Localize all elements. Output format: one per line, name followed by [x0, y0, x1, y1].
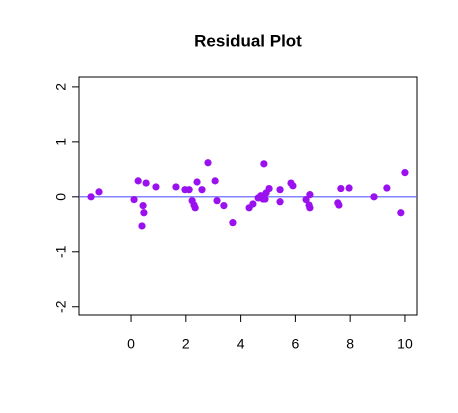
- x-tick-label: 2: [182, 336, 190, 352]
- x-tick-label: 4: [237, 336, 245, 352]
- point: [140, 209, 148, 217]
- point: [198, 186, 206, 194]
- point: [306, 204, 314, 212]
- point: [134, 177, 142, 185]
- point: [401, 169, 409, 177]
- point: [185, 186, 193, 194]
- x-tick-label: 8: [346, 336, 354, 352]
- point: [345, 184, 353, 192]
- point: [265, 184, 273, 193]
- point: [172, 183, 180, 191]
- point: [142, 179, 150, 187]
- point: [191, 204, 199, 212]
- y-tick-label: 1: [53, 138, 69, 146]
- y-tick-label: -2: [53, 300, 69, 313]
- point: [229, 219, 237, 227]
- point: [383, 184, 391, 192]
- point: [306, 191, 314, 199]
- point: [211, 177, 219, 185]
- point: [138, 222, 146, 230]
- point: [289, 182, 297, 190]
- y-tick-label: 2: [53, 83, 69, 91]
- point: [260, 160, 268, 168]
- point: [276, 186, 284, 194]
- point: [220, 202, 228, 210]
- point: [335, 201, 343, 209]
- point: [276, 198, 284, 206]
- point: [337, 184, 345, 193]
- point: [130, 195, 138, 204]
- y-tick-label: -1: [53, 245, 69, 258]
- point: [204, 159, 212, 167]
- point: [261, 195, 269, 203]
- point: [95, 188, 103, 196]
- point: [302, 195, 310, 204]
- point: [139, 202, 147, 210]
- y-tick-label: 0: [53, 193, 69, 201]
- point: [249, 200, 257, 208]
- point: [152, 183, 160, 191]
- point: [370, 193, 378, 201]
- point: [397, 209, 405, 217]
- chart-title: Residual Plot: [194, 31, 302, 50]
- point: [193, 178, 201, 186]
- point: [213, 197, 221, 205]
- point: [87, 193, 95, 201]
- x-tick-label: 6: [291, 336, 299, 352]
- x-tick-label: 10: [397, 336, 413, 352]
- x-tick-label: 0: [127, 336, 135, 352]
